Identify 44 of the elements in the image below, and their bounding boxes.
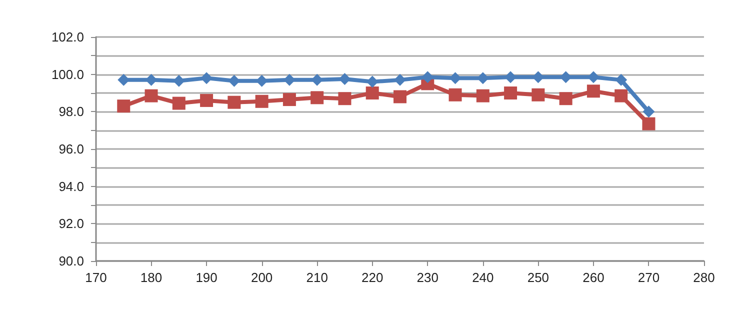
point: [172, 96, 186, 110]
x-tick-label: 200: [250, 270, 273, 285]
point: [200, 94, 214, 107]
x-tick-label: 220: [362, 270, 384, 285]
point: [532, 88, 545, 102]
x-tick-label: 180: [140, 270, 162, 285]
point: [228, 96, 241, 109]
point: [615, 74, 628, 86]
point: [117, 100, 130, 113]
y-tick-label: 102.0: [51, 30, 84, 44]
point: [338, 92, 352, 106]
point: [255, 94, 268, 108]
x-tick-label: 260: [582, 270, 604, 285]
point: [200, 72, 213, 84]
point: [586, 84, 600, 98]
point: [476, 89, 490, 102]
point: [642, 106, 655, 118]
point: [394, 90, 406, 104]
x-tick-label: 280: [693, 270, 715, 285]
x-tick-label: 170: [85, 270, 107, 285]
point: [448, 88, 462, 102]
point: [282, 93, 296, 106]
point: [559, 92, 572, 106]
y-tick-label: 92.0: [58, 216, 84, 232]
x-tick-label: 230: [416, 270, 438, 285]
x-tick-label: 210: [306, 270, 328, 285]
y-tick-label: 94.0: [58, 178, 84, 194]
point: [338, 73, 351, 85]
point: [504, 86, 518, 100]
y-tick-label: 100.0: [51, 66, 84, 82]
y-tick-label: 98.0: [58, 104, 84, 120]
point: [366, 76, 378, 88]
y-tick-label: 96.0: [58, 142, 84, 156]
x-tick-label: 190: [196, 270, 218, 285]
point: [366, 86, 379, 100]
x-tick-label: 270: [638, 270, 660, 285]
y-tick-label: 90.0: [58, 254, 84, 268]
point: [642, 117, 656, 130]
x-tick-label: 250: [527, 270, 550, 285]
point: [614, 89, 628, 102]
point: [394, 74, 406, 86]
point: [310, 91, 324, 104]
point: [144, 89, 158, 102]
x-tick-label: 240: [472, 270, 494, 285]
